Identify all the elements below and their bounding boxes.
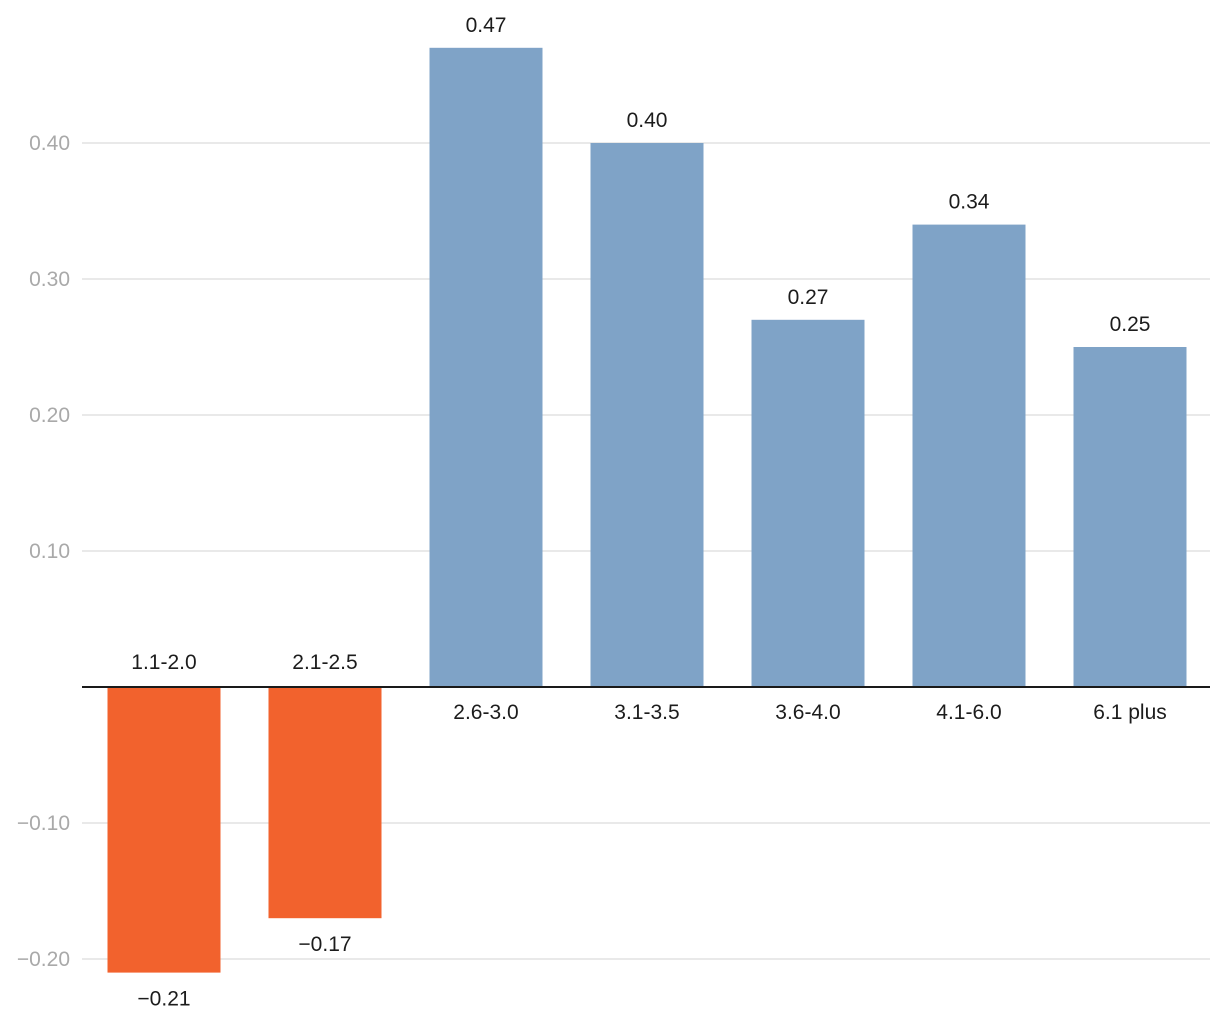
bar [590, 143, 704, 687]
value-label: 0.25 [1110, 313, 1151, 336]
value-label: 0.34 [949, 191, 990, 214]
value-label: 0.47 [466, 14, 507, 37]
category-label: 1.1-2.0 [131, 651, 196, 674]
bar [268, 687, 382, 919]
category-label: 2.1-2.5 [292, 651, 357, 674]
bar [751, 319, 865, 687]
value-label: −0.21 [137, 988, 190, 1011]
y-tick-label: 0.40 [29, 132, 70, 155]
bar [912, 224, 1026, 687]
bar [107, 687, 221, 973]
bar [1073, 347, 1187, 687]
value-label: 0.40 [627, 109, 668, 132]
y-tick-label: −0.10 [17, 812, 70, 835]
category-label: 4.1-6.0 [936, 701, 1001, 724]
y-tick-label: 0.20 [29, 404, 70, 427]
value-label: 0.27 [788, 286, 829, 309]
category-label: 3.6-4.0 [775, 701, 840, 724]
bars [107, 47, 1187, 973]
bar [429, 47, 543, 688]
category-label: 6.1 plus [1093, 701, 1167, 724]
category-label: 3.1-3.5 [614, 701, 679, 724]
category-label: 2.6-3.0 [453, 701, 518, 724]
y-tick-label: 0.30 [29, 268, 70, 291]
value-label: −0.17 [298, 933, 351, 956]
y-tick-label: 0.10 [29, 540, 70, 563]
y-tick-label: −0.20 [17, 948, 70, 971]
labels: 0.40 0.30 0.20 0.10 −0.10 −0.20 −0.21 1.1-2.0 −0… [17, 14, 1210, 1011]
